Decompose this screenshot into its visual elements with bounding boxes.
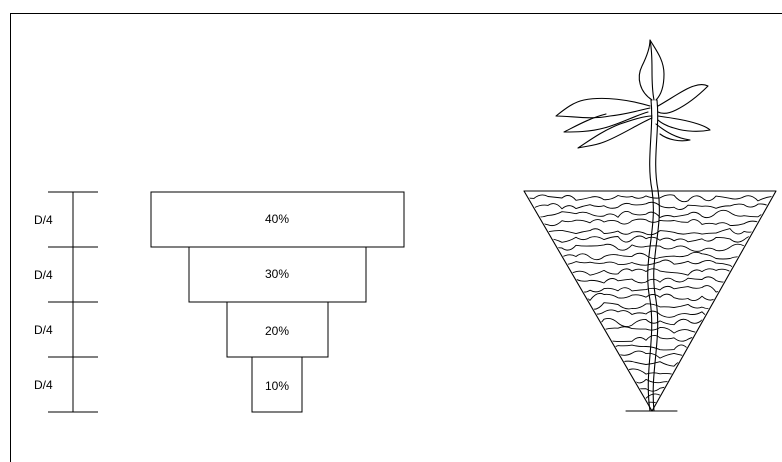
root-line bbox=[526, 326, 774, 334]
plant-bud bbox=[649, 39, 655, 101]
root-line bbox=[526, 243, 774, 252]
plant-root-cone-icon bbox=[523, 39, 777, 412]
distribution-steps bbox=[150, 191, 405, 413]
diagram-frame bbox=[10, 13, 782, 462]
distribution-label: 10% bbox=[265, 379, 289, 393]
root-line bbox=[526, 201, 774, 211]
plant-leaf bbox=[657, 115, 711, 132]
depth-label: D/4 bbox=[34, 213, 53, 227]
root-lines bbox=[526, 194, 774, 409]
root-line bbox=[526, 350, 774, 360]
root-line bbox=[526, 384, 774, 393]
distribution-label: 40% bbox=[265, 212, 289, 226]
root-line bbox=[526, 194, 774, 203]
plant-leaf bbox=[657, 83, 709, 114]
root-line bbox=[526, 227, 774, 236]
depth-label: D/4 bbox=[34, 378, 53, 392]
root-line bbox=[526, 400, 774, 409]
depth-label: D/4 bbox=[34, 268, 53, 282]
root-line bbox=[526, 360, 774, 368]
root-line bbox=[526, 218, 774, 227]
distribution-label: 20% bbox=[265, 324, 289, 338]
root-line bbox=[526, 259, 774, 269]
plant-leaf bbox=[655, 123, 691, 142]
root-line bbox=[526, 317, 774, 328]
plant-stem bbox=[647, 99, 654, 412]
plant-leaf bbox=[555, 97, 651, 119]
root-line bbox=[526, 276, 774, 285]
depth-label: D/4 bbox=[34, 323, 53, 337]
distribution-label: 30% bbox=[265, 267, 289, 281]
plant-leaf bbox=[563, 111, 649, 133]
root-line bbox=[526, 392, 774, 402]
root-line bbox=[526, 209, 774, 219]
root-line bbox=[526, 367, 774, 377]
root-line bbox=[526, 292, 774, 303]
distribution-step-10 bbox=[251, 356, 303, 413]
depth-scale bbox=[48, 191, 98, 413]
plant-stem bbox=[652, 99, 660, 412]
root-line bbox=[526, 375, 774, 385]
root-line bbox=[526, 268, 774, 276]
root-zone-cone bbox=[523, 190, 777, 412]
plant-leaf bbox=[577, 115, 653, 149]
root-line bbox=[526, 235, 774, 243]
root-line bbox=[526, 251, 774, 261]
root-line bbox=[526, 285, 774, 293]
